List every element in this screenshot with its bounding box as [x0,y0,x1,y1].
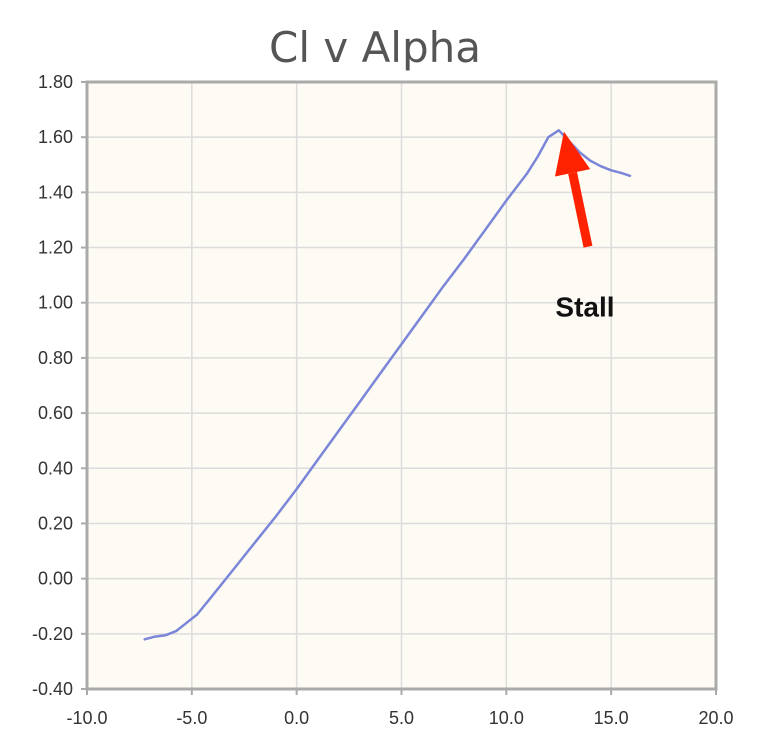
x-tick-label: 5.0 [389,708,414,728]
stall-arrow-shaft [568,171,593,248]
x-tick-label: -10.0 [66,708,107,728]
y-tick-label: 0.40 [38,458,73,478]
x-tick-label: 15.0 [594,708,629,728]
stall-arrow-head [554,131,591,177]
x-tick-label: 0.0 [284,708,309,728]
y-tick-label: 1.00 [38,293,73,313]
y-tick-label: -0.20 [32,624,73,644]
y-tick-label: 1.80 [38,72,73,92]
stall-annotation: Stall [555,292,614,323]
y-tick-label: 0.80 [38,348,73,368]
x-tick-label: -5.0 [176,708,207,728]
y-tick-label: 1.20 [38,238,73,258]
x-tick-label: 10.0 [489,708,524,728]
chart-title: Cl v Alpha [269,23,481,72]
y-tick-label: 0.20 [38,513,73,533]
x-tick-label: 20.0 [698,708,733,728]
y-tick-label: 0.60 [38,403,73,423]
y-tick-label: 0.00 [38,569,73,589]
y-tick-label: -0.40 [32,679,73,699]
series-line-0 [143,129,632,641]
y-tick-label: 1.60 [38,127,73,147]
y-tick-label: 1.40 [38,182,73,202]
